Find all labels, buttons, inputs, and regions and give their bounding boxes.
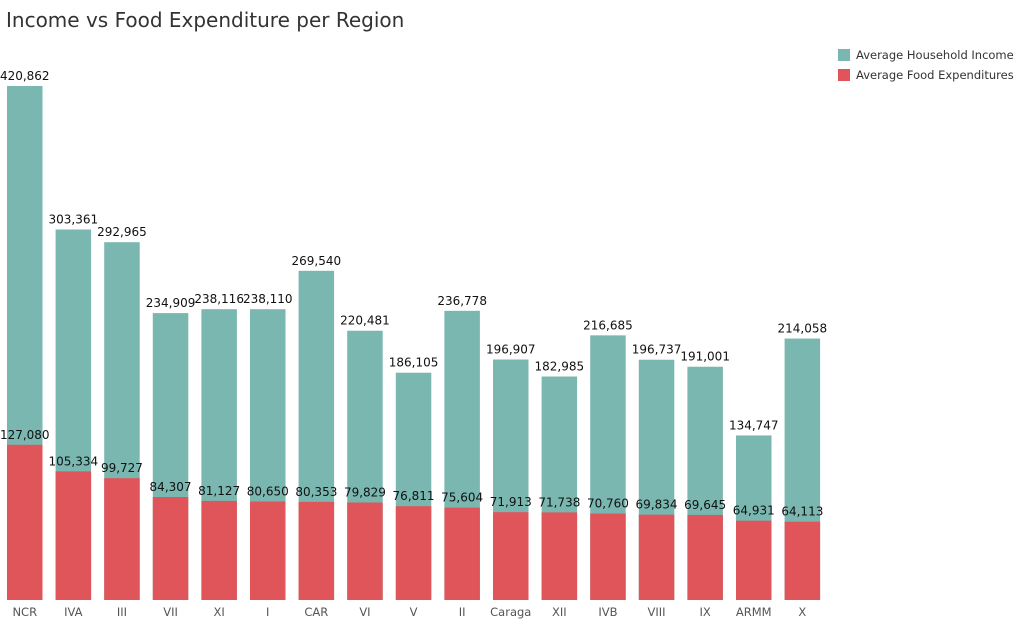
x-tick-label-xii: XII (552, 605, 567, 619)
data-label-food-ncr: 127,080 (0, 428, 50, 442)
legend-label-income: Average Household Income (856, 48, 1014, 62)
x-tick-label-iii: III (117, 605, 127, 619)
chart-title: Income vs Food Expenditure per Region (6, 8, 405, 32)
data-label-food-viii: 69,834 (636, 498, 678, 512)
bar-food-iii[interactable] (104, 478, 140, 600)
bar-food-vii[interactable] (152, 497, 189, 600)
bar-food-xii[interactable] (541, 512, 578, 600)
data-label-food-xii: 71,738 (538, 495, 580, 509)
bar-food-x[interactable] (784, 521, 821, 600)
legend-swatch-income (838, 49, 850, 61)
bar-food-iva[interactable] (55, 471, 92, 600)
data-label-food-car: 80,353 (295, 485, 337, 499)
legend-item-food[interactable]: Average Food Expenditures (838, 65, 1014, 85)
data-label-income-viii: 196,737 (632, 343, 682, 357)
bar-food-i[interactable] (250, 501, 286, 600)
x-tick-label-caraga: Caraga (490, 605, 531, 619)
data-label-income-xii: 182,985 (535, 360, 585, 374)
x-tick-label-vi: VI (359, 605, 370, 619)
data-label-income-armm: 134,747 (729, 418, 779, 432)
x-tick-label-armm: ARMM (736, 605, 772, 619)
x-tick-label-ncr: NCR (12, 605, 37, 619)
data-label-income-ii: 236,778 (437, 294, 487, 308)
bar-food-ix[interactable] (687, 514, 723, 600)
data-label-income-i: 238,110 (243, 292, 293, 306)
x-tick-label-car: CAR (304, 605, 328, 619)
data-label-food-x: 64,113 (781, 505, 823, 519)
data-label-food-xi: 81,127 (198, 484, 240, 498)
x-tick-label-xi: XI (214, 605, 225, 619)
data-label-food-vi: 79,829 (344, 486, 386, 500)
data-label-income-iii: 292,965 (97, 225, 147, 239)
data-label-food-ivb: 70,760 (587, 497, 629, 511)
data-label-income-ivb: 216,685 (583, 318, 633, 332)
legend: Average Household Income Average Food Ex… (838, 45, 1014, 85)
bar-food-ncr[interactable] (7, 444, 43, 600)
data-label-food-i: 80,650 (247, 485, 289, 499)
data-label-food-iva: 105,334 (49, 454, 99, 468)
x-tick-label-ivb: IVB (598, 605, 617, 619)
data-label-income-v: 186,105 (389, 356, 439, 370)
legend-swatch-food (838, 69, 850, 81)
bar-food-vi[interactable] (347, 502, 383, 600)
data-label-income-vii: 234,909 (146, 296, 196, 310)
x-tick-label-ii: II (459, 605, 466, 619)
data-label-income-ncr: 420,862 (0, 69, 50, 83)
bar-food-xi[interactable] (201, 500, 237, 600)
data-label-income-vi: 220,481 (340, 314, 390, 328)
bar-food-viii[interactable] (638, 514, 675, 600)
data-label-food-caraga: 71,913 (490, 495, 532, 509)
data-label-income-caraga: 196,907 (486, 343, 536, 357)
data-label-food-v: 76,811 (393, 489, 435, 503)
bar-food-v[interactable] (395, 506, 432, 600)
legend-label-food: Average Food Expenditures (856, 68, 1014, 82)
x-tick-label-viii: VIII (648, 605, 666, 619)
data-label-income-car: 269,540 (292, 254, 342, 268)
bar-food-ivb[interactable] (590, 513, 626, 600)
x-tick-label-i: I (266, 605, 269, 619)
bar-food-ii[interactable] (444, 507, 480, 600)
bar-food-caraga[interactable] (493, 512, 529, 600)
x-tick-label-vii: VII (163, 605, 178, 619)
bar-food-armm[interactable] (736, 520, 772, 600)
bar-food-car[interactable] (298, 501, 335, 600)
x-tick-label-iva: IVA (64, 605, 83, 619)
legend-item-income[interactable]: Average Household Income (838, 45, 1014, 65)
data-label-food-ii: 75,604 (441, 491, 483, 505)
data-label-income-xi: 238,116 (194, 292, 244, 306)
data-label-income-ix: 191,001 (680, 350, 730, 364)
data-label-food-iii: 99,727 (101, 461, 143, 475)
x-tick-label-v: V (410, 605, 418, 619)
data-label-income-x: 214,058 (778, 322, 828, 336)
x-tick-label-ix: IX (700, 605, 711, 619)
data-label-food-armm: 64,931 (733, 504, 775, 518)
x-tick-label-x: X (798, 605, 806, 619)
data-label-food-vii: 84,307 (150, 480, 192, 494)
data-label-food-ix: 69,645 (684, 498, 726, 512)
data-label-income-iva: 303,361 (49, 213, 99, 227)
